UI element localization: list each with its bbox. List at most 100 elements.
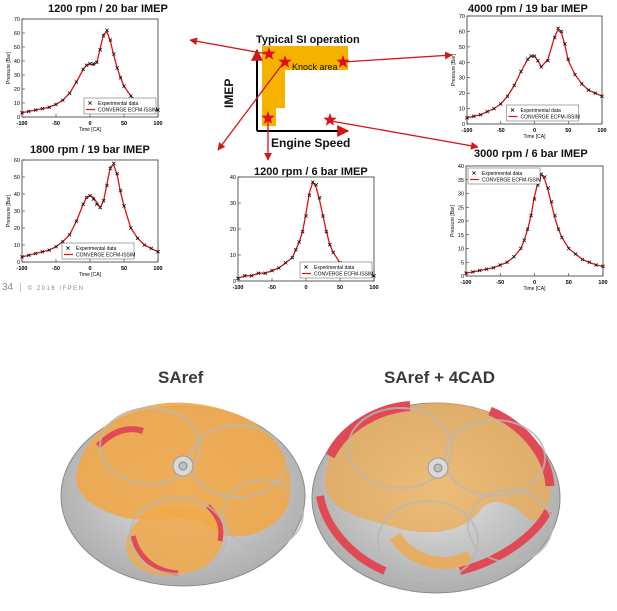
x-tick-label: 50: [121, 266, 127, 272]
x-tick-label: 0: [533, 280, 536, 286]
data-point-experimental: [470, 269, 475, 274]
pressure-chart-3000rpm-6bar: 0 5 10 15 20 25 30 35 40 -100 -50 0 50 100 Pressure [B…: [450, 164, 608, 292]
legend-box: [467, 167, 541, 185]
data-point-experimental: [317, 195, 322, 200]
data-point-experimental: [310, 180, 315, 185]
data-point-experimental: [98, 47, 103, 52]
data-point-experimental: [327, 242, 332, 247]
data-point-experimental: [54, 244, 58, 249]
legend-label-experimental: Experimental data: [482, 171, 523, 177]
data-point-experimental: [485, 109, 490, 114]
data-point-experimental: [249, 273, 254, 278]
legend-marker-experimental: [304, 265, 308, 269]
data-point-experimental: [372, 273, 376, 278]
x-tick-label: -50: [497, 128, 505, 134]
data-point-experimental: [586, 88, 591, 92]
y-tick-label: 0: [17, 115, 20, 121]
data-point-experimental: [573, 252, 578, 256]
data-point-experimental: [283, 260, 288, 265]
legend-label-experimental: Experimental data: [314, 265, 355, 271]
x-tick-label: 50: [337, 285, 343, 291]
operating-point-star-icon: [323, 113, 337, 126]
data-point-experimental: [471, 114, 476, 119]
data-point-experimental: [519, 69, 523, 74]
data-point-experimental: [128, 94, 133, 98]
pressure-chart-1200rpm-20bar: 0 10 20 30 40 50 60 70 -100 -50 0 50 100 Pressure [Ba…: [6, 17, 163, 133]
legend-label-experimental: Experimental data: [521, 108, 562, 114]
data-point-experimental: [47, 248, 52, 252]
legend-label-converge: CONVERGE ECFM-ISSIM: [98, 108, 157, 114]
data-point-experimental: [542, 175, 547, 179]
data-point-experimental: [491, 265, 496, 270]
data-point-experimental: [314, 182, 319, 187]
y-tick-label: 50: [14, 45, 20, 51]
data-point-experimental: [40, 106, 45, 111]
data-point-experimental: [94, 60, 99, 65]
pointer-arrow: [330, 120, 479, 150]
x-tick-label: -50: [52, 266, 60, 272]
data-point-experimental: [560, 235, 564, 240]
data-point-experimental: [478, 112, 483, 117]
data-point-experimental: [74, 219, 79, 224]
data-point-experimental: [118, 75, 123, 80]
data-point-experimental: [270, 268, 274, 273]
data-point-experimental: [505, 260, 509, 265]
data-point-experimental: [122, 84, 126, 89]
data-point-experimental: [236, 276, 240, 281]
x-tick-label: -50: [268, 285, 276, 291]
data-point-experimental: [105, 183, 109, 188]
y-tick-label: 10: [459, 107, 465, 113]
data-point-experimental: [539, 65, 544, 69]
y-tick-label: 0: [17, 260, 20, 266]
y-tick-label: 20: [459, 91, 465, 97]
data-point-experimental: [20, 110, 24, 115]
data-point-experimental: [465, 115, 469, 120]
pointer-arrow: [342, 51, 453, 63]
data-point-experimental: [108, 38, 113, 42]
legend-box: [299, 261, 373, 279]
typical-si-label: Typical SI operation: [256, 34, 360, 46]
x-tick-label: 100: [369, 285, 378, 291]
data-point-experimental: [566, 246, 571, 251]
data-point-experimental: [293, 247, 298, 252]
legend-marker-experimental: [88, 101, 92, 105]
y-tick-label: 30: [14, 209, 20, 215]
data-point-experimental: [324, 229, 329, 234]
y-tick-label: 0: [461, 274, 464, 280]
x-tick-label: 0: [304, 285, 307, 291]
y-tick-label: 10: [14, 101, 20, 107]
data-point-experimental: [573, 72, 577, 77]
data-point-experimental: [601, 264, 605, 269]
legend-box: [83, 97, 157, 115]
y-axis-label: Pressure [Bar]: [451, 53, 457, 86]
legend-label-converge: CONVERGE ECFM-ISSIM: [314, 272, 373, 278]
data-point-experimental: [321, 214, 325, 218]
operating-point-star-icon: [261, 111, 275, 124]
data-point-experimental: [156, 108, 160, 112]
pressure-chart-4000rpm-19bar: 0 10 20 30 40 50 60 70 -100 -50 0 50 100 Pressure [Ba…: [451, 14, 607, 140]
legend-box: [506, 104, 579, 122]
data-point-experimental: [108, 166, 113, 171]
data-point-experimental: [84, 195, 89, 200]
data-point-experimental: [556, 26, 561, 31]
data-point-experimental: [91, 197, 96, 201]
x-tick-label: -100: [16, 266, 27, 272]
operating-point-star-icon: [262, 47, 276, 60]
data-point-experimental: [263, 271, 268, 276]
data-point-experimental: [60, 98, 65, 103]
y-tick-label: 30: [230, 201, 236, 207]
y-tick-label: 70: [459, 14, 465, 20]
data-point-experimental: [135, 236, 140, 241]
y-tick-label: 60: [14, 31, 20, 37]
data-point-experimental: [122, 204, 126, 208]
y-tick-label: 35: [458, 178, 464, 184]
data-point-experimental: [498, 263, 503, 267]
data-point-experimental: [552, 35, 557, 40]
legend-label-converge: CONVERGE ECFM-ISSIM: [521, 115, 580, 121]
data-point-experimental: [505, 94, 510, 99]
data-point-experimental: [600, 94, 604, 99]
x-tick-label: 100: [153, 121, 162, 127]
y-tick-label: 60: [459, 29, 465, 35]
x-tick-label: 50: [565, 128, 571, 134]
data-point-experimental: [242, 273, 247, 278]
